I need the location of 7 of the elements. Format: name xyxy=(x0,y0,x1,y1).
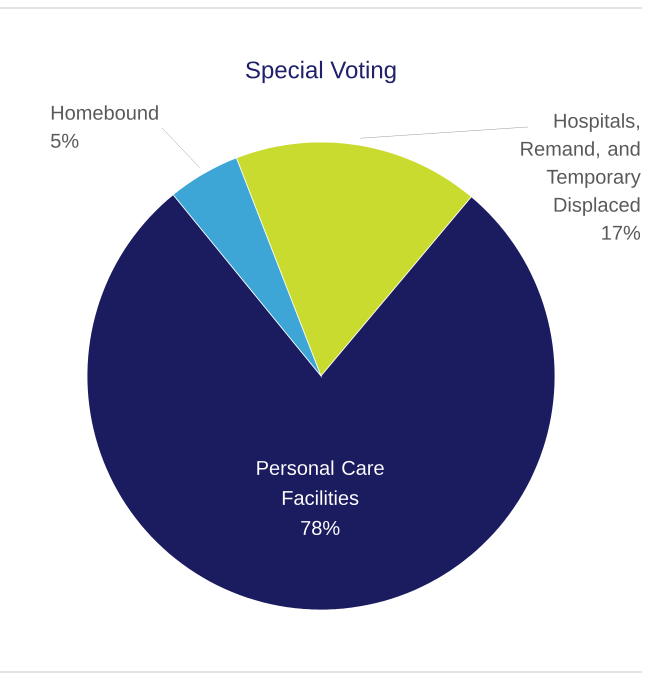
data-label: 5% xyxy=(51,134,78,148)
data-label: 78% xyxy=(301,520,340,536)
slice-label: Personal Care Facilities xyxy=(257,460,384,506)
slice-label: Hospitals, Remand, and Temporary Displaced xyxy=(521,113,641,216)
data-label: 17% xyxy=(602,226,640,240)
chart-title: Special Voting xyxy=(246,60,396,84)
slice-label: Homebound xyxy=(52,105,158,120)
